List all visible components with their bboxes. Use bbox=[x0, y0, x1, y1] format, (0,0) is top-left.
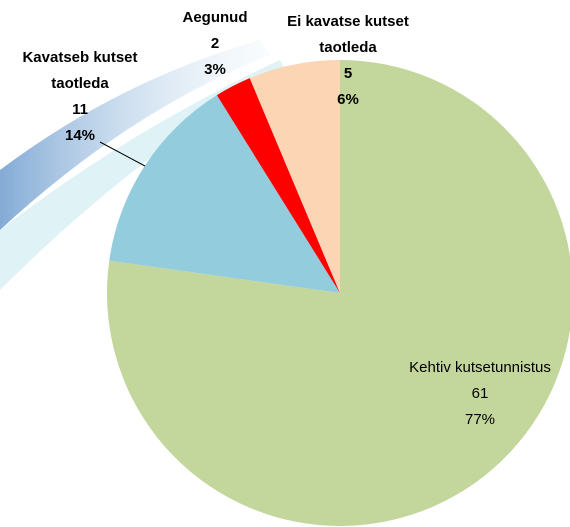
slice-percent: 3% bbox=[165, 57, 265, 83]
page: Kehtiv kutsetunnistus6177% Kavatseb kutse… bbox=[0, 0, 570, 527]
slice-percent: 14% bbox=[5, 123, 155, 149]
slice-percent: 6% bbox=[268, 87, 428, 113]
slice-name: Kehtiv kutsetunnistus bbox=[405, 355, 555, 381]
slice-percent: 77% bbox=[405, 407, 555, 433]
slice-name: Kavatseb kutset taotleda bbox=[5, 45, 155, 97]
slice-value: 5 bbox=[268, 61, 428, 87]
slice-name: Aegunud bbox=[165, 5, 265, 31]
slice-value: 61 bbox=[405, 381, 555, 407]
slice-name: Ei kavatse kutset taotleda bbox=[268, 9, 428, 61]
slice-value: 2 bbox=[165, 31, 265, 57]
slice-value: 11 bbox=[5, 97, 155, 123]
